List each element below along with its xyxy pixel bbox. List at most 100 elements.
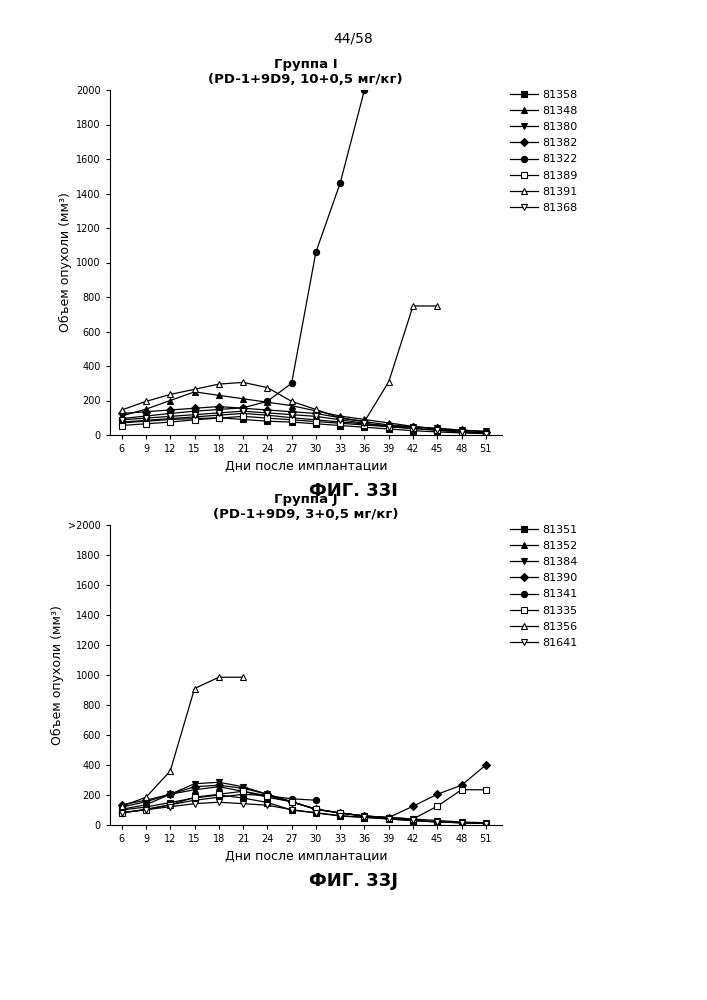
81389 [214, 412, 223, 424]
Line: 81322: 81322 [119, 87, 368, 422]
81641 [141, 804, 150, 816]
81380 [360, 418, 368, 430]
81358 [409, 425, 417, 437]
81358 [190, 413, 199, 425]
81351 [336, 810, 344, 822]
81641 [336, 810, 344, 822]
81382 [263, 404, 271, 416]
81390 [433, 788, 441, 800]
81368 [385, 421, 393, 433]
81380 [385, 420, 393, 432]
81368 [481, 428, 490, 440]
81348 [409, 420, 417, 432]
81390 [190, 781, 199, 793]
81391 [336, 412, 344, 424]
81335 [360, 810, 368, 822]
81341 [214, 791, 223, 803]
81641 [433, 816, 441, 828]
81322 [287, 377, 296, 389]
81341 [117, 807, 126, 819]
81356 [166, 765, 175, 777]
Line: 81351: 81351 [119, 792, 489, 827]
81348 [385, 417, 393, 429]
81358 [385, 423, 393, 435]
81368 [433, 424, 441, 436]
Line: 81348: 81348 [119, 389, 489, 436]
81384 [409, 813, 417, 825]
81352 [239, 785, 247, 797]
81322 [117, 413, 126, 425]
81352 [385, 813, 393, 825]
81380 [409, 421, 417, 433]
81382 [409, 421, 417, 433]
81391 [433, 300, 441, 312]
81352 [360, 810, 368, 822]
81391 [287, 395, 296, 407]
Line: 81352: 81352 [119, 784, 489, 827]
Line: 81380: 81380 [119, 410, 489, 434]
81389 [336, 417, 344, 429]
81391 [214, 378, 223, 390]
81368 [117, 414, 126, 426]
81352 [117, 801, 126, 813]
81358 [166, 413, 175, 425]
81335 [287, 796, 296, 808]
81351 [457, 817, 466, 829]
81390 [336, 807, 344, 819]
81382 [481, 426, 490, 438]
81641 [457, 817, 466, 829]
81380 [239, 407, 247, 419]
81390 [457, 779, 466, 791]
81335 [385, 812, 393, 824]
81389 [312, 416, 320, 428]
81389 [141, 418, 150, 430]
81368 [214, 407, 223, 419]
81351 [312, 807, 320, 819]
81390 [385, 812, 393, 824]
81384 [117, 803, 126, 815]
81391 [360, 416, 368, 428]
81641 [312, 807, 320, 819]
81380 [336, 416, 344, 428]
Text: 44/58: 44/58 [334, 32, 373, 46]
81356 [214, 671, 223, 683]
81322 [239, 402, 247, 414]
81389 [239, 410, 247, 422]
81358 [287, 416, 296, 428]
81641 [214, 796, 223, 808]
81351 [385, 813, 393, 825]
81389 [481, 427, 490, 439]
81356 [239, 671, 247, 683]
81384 [312, 803, 320, 815]
81641 [481, 818, 490, 830]
81390 [166, 788, 175, 800]
81389 [433, 424, 441, 436]
81352 [166, 788, 175, 800]
81380 [166, 413, 175, 425]
81348 [457, 426, 466, 438]
Line: 81341: 81341 [119, 791, 319, 816]
81390 [481, 759, 490, 771]
81368 [287, 409, 296, 421]
81348 [433, 423, 441, 435]
81322 [141, 410, 150, 422]
81641 [117, 807, 126, 819]
81348 [190, 386, 199, 398]
81389 [263, 412, 271, 424]
Title: Группа I
(PD-1+9D9, 10+0,5 мг/кг): Группа I (PD-1+9D9, 10+0,5 мг/кг) [209, 58, 403, 86]
81352 [287, 796, 296, 808]
81351 [214, 789, 223, 801]
81380 [433, 422, 441, 434]
81380 [481, 425, 490, 437]
81335 [481, 784, 490, 796]
81351 [117, 804, 126, 816]
81382 [239, 402, 247, 414]
81322 [214, 403, 223, 415]
81348 [287, 400, 296, 412]
81358 [239, 413, 247, 425]
81391 [190, 383, 199, 395]
81368 [190, 409, 199, 421]
81335 [433, 800, 441, 812]
81641 [409, 814, 417, 826]
Line: 81382: 81382 [119, 403, 489, 435]
